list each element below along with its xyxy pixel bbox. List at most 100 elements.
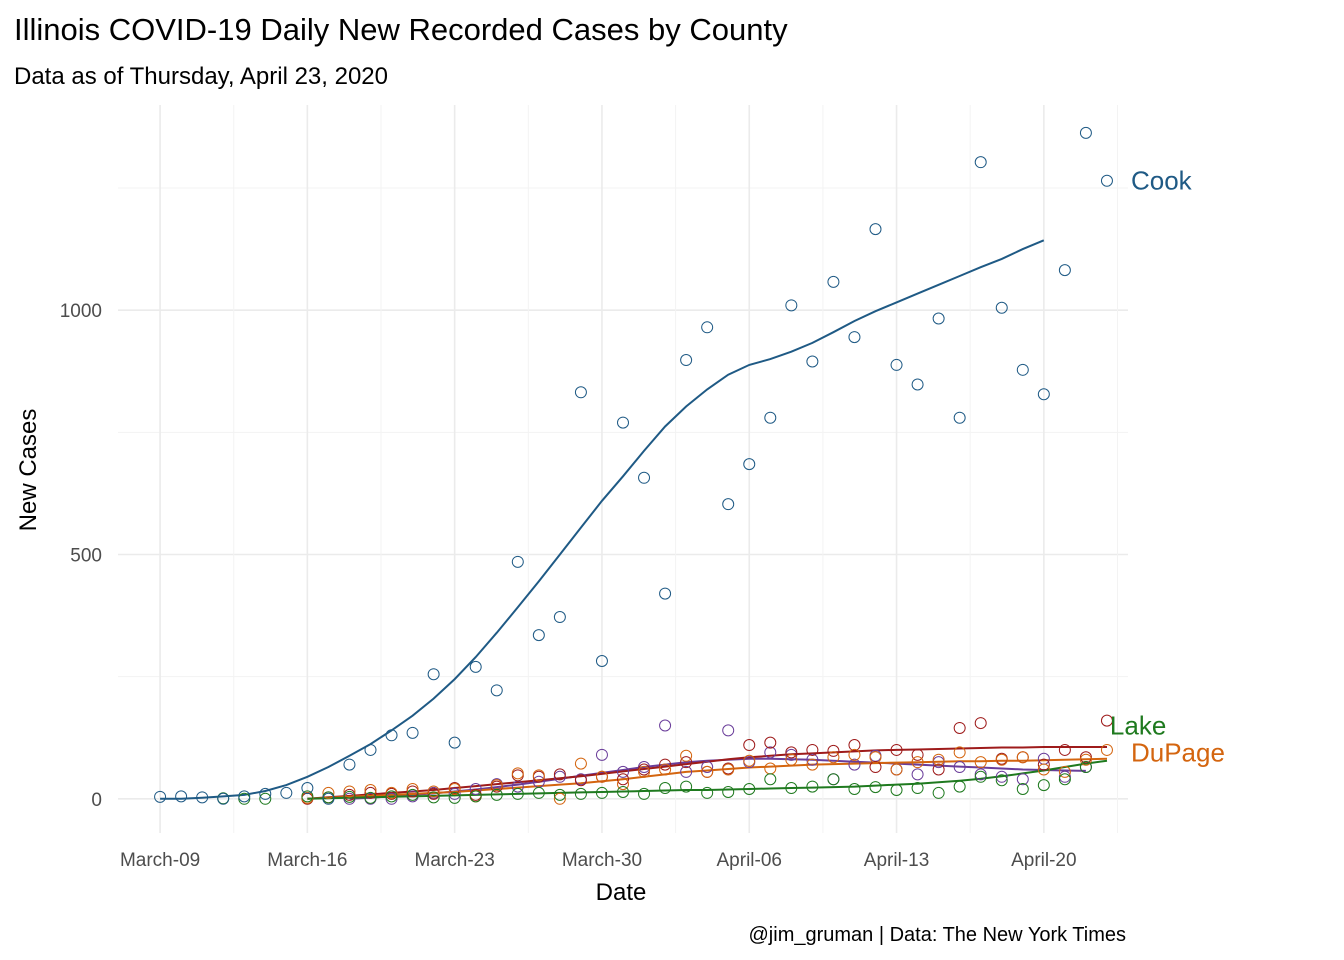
data-point xyxy=(932,786,945,799)
y-tick-label: 0 xyxy=(91,790,102,811)
data-point xyxy=(995,753,1008,766)
data-point xyxy=(701,786,714,799)
data-point xyxy=(911,768,924,781)
data-point xyxy=(406,785,419,798)
data-point xyxy=(869,761,882,774)
data-point xyxy=(953,411,966,424)
data-point xyxy=(595,748,608,761)
data-point xyxy=(490,779,503,792)
data-point xyxy=(1058,765,1071,778)
data-point xyxy=(680,756,693,769)
x-tick-label: April-13 xyxy=(864,850,929,871)
data-point xyxy=(848,739,861,752)
data-point xyxy=(385,792,398,805)
data-point xyxy=(469,783,482,796)
data-point xyxy=(448,783,461,796)
data-point xyxy=(722,724,735,737)
data-point xyxy=(1100,743,1113,756)
data-point xyxy=(743,739,756,752)
data-point xyxy=(638,765,651,778)
data-point xyxy=(848,758,861,771)
series-label: Lake xyxy=(1110,711,1166,741)
x-axis-title: Date xyxy=(596,879,647,906)
data-point xyxy=(764,762,777,775)
data-point xyxy=(364,791,377,804)
data-point xyxy=(722,785,735,798)
data-point xyxy=(427,785,440,798)
data-point xyxy=(995,774,1008,787)
data-point xyxy=(953,746,966,759)
data-point xyxy=(806,743,819,756)
data-point xyxy=(1079,126,1092,139)
data-point xyxy=(974,768,987,781)
data-point xyxy=(448,791,461,804)
x-tick-label: March-23 xyxy=(415,850,495,871)
data-point xyxy=(238,790,251,803)
data-point xyxy=(785,299,798,312)
y-axis-title: New Cases xyxy=(15,409,42,532)
data-point xyxy=(701,321,714,334)
data-point xyxy=(743,783,756,796)
caption: @jim_gruman | Data: The New York Times xyxy=(749,924,1127,946)
data-point xyxy=(785,753,798,766)
data-point xyxy=(659,587,672,600)
data-point xyxy=(595,786,608,799)
data-point xyxy=(364,784,377,797)
data-point xyxy=(1037,763,1050,776)
data-point xyxy=(953,721,966,734)
data-point xyxy=(511,555,524,568)
data-point xyxy=(680,749,693,762)
chart-subtitle: Data as of Thursday, April 23, 2020 xyxy=(14,63,388,90)
data-point xyxy=(995,752,1008,765)
data-point xyxy=(617,773,629,786)
data-point xyxy=(638,787,651,800)
data-point xyxy=(301,782,314,795)
data-point xyxy=(553,792,566,805)
data-point xyxy=(385,790,398,803)
data-point xyxy=(617,416,629,429)
data-point xyxy=(1016,783,1029,796)
data-point xyxy=(827,751,840,764)
data-point xyxy=(911,378,924,391)
data-point xyxy=(322,786,335,799)
grid xyxy=(118,105,1128,833)
data-point xyxy=(469,790,482,803)
data-point xyxy=(1100,714,1113,727)
data-point xyxy=(511,767,524,780)
data-point xyxy=(490,788,503,801)
data-point xyxy=(869,751,882,764)
data-point xyxy=(785,748,798,761)
data-point xyxy=(343,758,356,771)
data-point xyxy=(743,754,756,767)
data-point xyxy=(301,790,314,803)
data-point xyxy=(574,787,587,800)
trend-line xyxy=(307,757,1108,800)
data-point xyxy=(574,757,587,770)
series-label: Cook xyxy=(1131,166,1193,196)
data-point xyxy=(238,792,251,805)
data-point xyxy=(743,458,756,471)
data-point xyxy=(890,358,903,371)
data-point xyxy=(659,782,672,795)
data-point xyxy=(764,736,777,749)
data-point xyxy=(532,629,545,642)
data-point xyxy=(1058,773,1071,786)
data-point xyxy=(322,792,335,805)
data-point xyxy=(617,785,629,798)
data-point xyxy=(848,783,861,796)
data-point xyxy=(638,763,651,776)
data-point xyxy=(659,719,672,732)
data-point xyxy=(364,743,377,756)
data-point xyxy=(448,787,461,800)
data-point xyxy=(427,787,440,800)
data-point xyxy=(1016,773,1029,786)
data-point xyxy=(448,736,461,749)
data-point xyxy=(827,275,840,288)
data-point xyxy=(154,790,167,803)
data-points xyxy=(154,126,1113,805)
y-tick-label: 500 xyxy=(70,546,102,567)
data-point xyxy=(911,782,924,795)
data-point xyxy=(1058,264,1071,277)
